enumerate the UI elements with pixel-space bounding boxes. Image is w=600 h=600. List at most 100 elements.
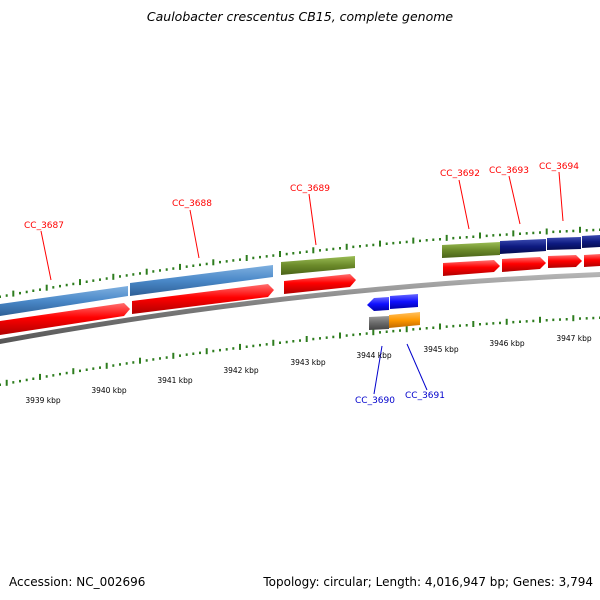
major-tick [139, 357, 141, 364]
minor-tick [259, 255, 261, 259]
minor-tick [305, 250, 308, 253]
minor-tick [432, 238, 435, 241]
minor-tick [219, 260, 221, 264]
minor-tick [105, 277, 108, 280]
genome-backbone [0, 272, 600, 344]
minor-tick [399, 329, 401, 332]
gene-label[interactable]: CC_3690 [355, 396, 395, 406]
minor-tick [505, 233, 508, 236]
minor-tick [259, 343, 261, 347]
minor-tick [585, 229, 588, 232]
major-tick [179, 263, 181, 270]
gene-label[interactable]: CC_3689 [290, 184, 330, 194]
minor-tick [19, 379, 21, 383]
major-tick [5, 379, 8, 386]
minor-tick [325, 248, 328, 251]
minor-tick [125, 274, 128, 277]
minor-tick [272, 254, 275, 257]
feature-olive-2[interactable] [442, 242, 500, 258]
minor-tick [319, 249, 321, 252]
minor-tick [165, 356, 168, 359]
gene-label[interactable]: CC_3692 [440, 169, 480, 179]
minor-tick [585, 317, 588, 320]
feature-blue-2[interactable] [390, 294, 418, 309]
major-tick [279, 251, 281, 257]
feature-blue-1[interactable] [367, 297, 389, 311]
feature-navy-3[interactable] [582, 235, 600, 248]
gene-label[interactable]: CC_3688 [172, 199, 212, 209]
feature-olive-1[interactable] [281, 256, 355, 275]
minor-tick [199, 351, 201, 355]
major-tick [472, 321, 475, 327]
gene-label[interactable]: CC_3693 [489, 166, 529, 176]
axis-kbp-label: 3947 kbp [556, 334, 592, 343]
minor-tick [59, 284, 61, 288]
minor-tick [59, 372, 61, 376]
minor-tick [379, 331, 381, 334]
minor-tick [319, 337, 321, 340]
major-tick [79, 279, 81, 286]
minor-tick [32, 289, 35, 292]
feature-red-1[interactable] [0, 303, 130, 335]
minor-tick [239, 258, 241, 261]
minor-tick [372, 243, 375, 247]
major-tick [145, 268, 148, 275]
minor-tick [65, 283, 68, 287]
minor-tick [279, 341, 281, 344]
minor-tick [525, 232, 528, 235]
minor-tick [192, 352, 195, 355]
major-tick [372, 329, 375, 336]
feature-red-7[interactable] [584, 254, 600, 267]
major-tick [39, 373, 41, 380]
feature-navy-1[interactable] [500, 239, 546, 254]
minor-tick [179, 354, 181, 357]
feature-red-3[interactable] [284, 274, 356, 294]
minor-tick [185, 353, 188, 356]
axis-kbp-label: 3942 kbp [223, 366, 259, 375]
gene-label[interactable]: CC_3687 [24, 221, 64, 231]
minor-tick [225, 260, 228, 263]
minor-tick [399, 241, 401, 244]
minor-tick [419, 239, 421, 243]
minor-tick [45, 375, 48, 378]
feature-grey-1[interactable] [369, 316, 389, 330]
minor-tick [119, 363, 121, 366]
inner-tick-marks [0, 315, 600, 386]
minor-tick [425, 327, 428, 330]
minor-tick [12, 381, 15, 384]
feature-red-5[interactable] [502, 257, 546, 272]
minor-tick [559, 318, 561, 321]
feature-light-blue-1[interactable] [0, 286, 128, 316]
major-tick [45, 284, 48, 291]
minor-tick [132, 273, 135, 276]
feature-red-6[interactable] [548, 255, 582, 268]
major-tick [579, 226, 581, 233]
axis-kbp-label: 3943 kbp [290, 358, 326, 367]
minor-tick [159, 357, 161, 360]
minor-tick [39, 288, 41, 291]
axis-kbp-label: 3944 kbp [356, 351, 392, 360]
feature-light-blue-2[interactable] [130, 265, 273, 296]
major-tick [272, 339, 275, 346]
feature-red-4[interactable] [443, 260, 500, 276]
axis-kbp-label: 3941 kbp [157, 376, 193, 385]
gene-label[interactable]: CC_3694 [539, 162, 579, 172]
minor-tick [332, 247, 335, 251]
minor-tick [139, 272, 141, 275]
minor-tick [365, 244, 368, 247]
major-tick [212, 259, 215, 266]
feature-orange-1[interactable] [389, 312, 420, 328]
minor-tick [285, 340, 288, 344]
minor-tick [52, 286, 55, 289]
minor-tick [32, 377, 35, 380]
feature-navy-2[interactable] [547, 237, 581, 250]
feature-red-2[interactable] [132, 284, 274, 314]
major-tick [12, 290, 15, 297]
minor-tick [459, 236, 461, 239]
minor-tick [65, 371, 68, 375]
minor-tick [385, 242, 388, 245]
major-tick [505, 318, 508, 325]
minor-tick [352, 333, 355, 337]
gene-label[interactable]: CC_3691 [405, 391, 445, 401]
